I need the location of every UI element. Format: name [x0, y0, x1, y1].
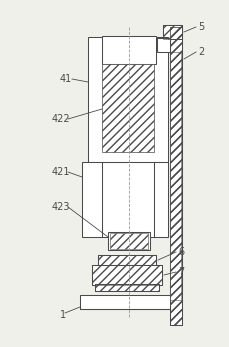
Text: 7: 7: [177, 267, 183, 277]
Bar: [88, 37, 167, 162]
Text: 421: 421: [52, 167, 70, 177]
Bar: [162, 25, 181, 39]
Bar: [156, 38, 169, 52]
Text: 41: 41: [60, 74, 72, 84]
Bar: [92, 265, 161, 285]
Text: 1: 1: [60, 310, 66, 320]
Bar: [82, 162, 167, 237]
Bar: [109, 233, 147, 249]
Text: 423: 423: [52, 202, 70, 212]
Bar: [95, 284, 158, 291]
Bar: [108, 232, 149, 250]
Bar: [98, 255, 155, 265]
Bar: [162, 25, 181, 39]
Bar: [101, 64, 153, 152]
Text: 6: 6: [177, 247, 183, 257]
Bar: [98, 255, 155, 265]
Text: 2: 2: [197, 47, 203, 57]
Bar: [95, 284, 158, 291]
Text: 5: 5: [197, 22, 203, 32]
Bar: [169, 27, 181, 325]
Bar: [169, 27, 181, 325]
Bar: [169, 27, 181, 325]
Bar: [170, 52, 181, 300]
Bar: [92, 265, 161, 285]
Bar: [101, 36, 155, 64]
Bar: [80, 295, 169, 309]
Text: 422: 422: [52, 114, 70, 124]
